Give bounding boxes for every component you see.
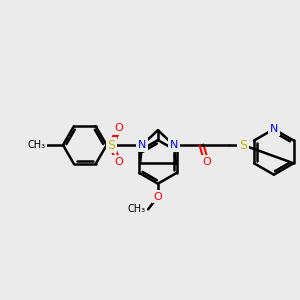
Text: N: N: [138, 140, 146, 150]
Text: S: S: [108, 139, 116, 152]
Text: CH₃: CH₃: [27, 140, 45, 150]
Text: O: O: [114, 123, 123, 133]
Text: N: N: [270, 124, 278, 134]
Text: S: S: [239, 139, 247, 152]
Text: O: O: [114, 157, 123, 167]
Text: O: O: [154, 192, 162, 202]
Text: N: N: [169, 140, 178, 150]
Text: O: O: [202, 157, 211, 167]
Text: CH₃: CH₃: [128, 204, 146, 214]
